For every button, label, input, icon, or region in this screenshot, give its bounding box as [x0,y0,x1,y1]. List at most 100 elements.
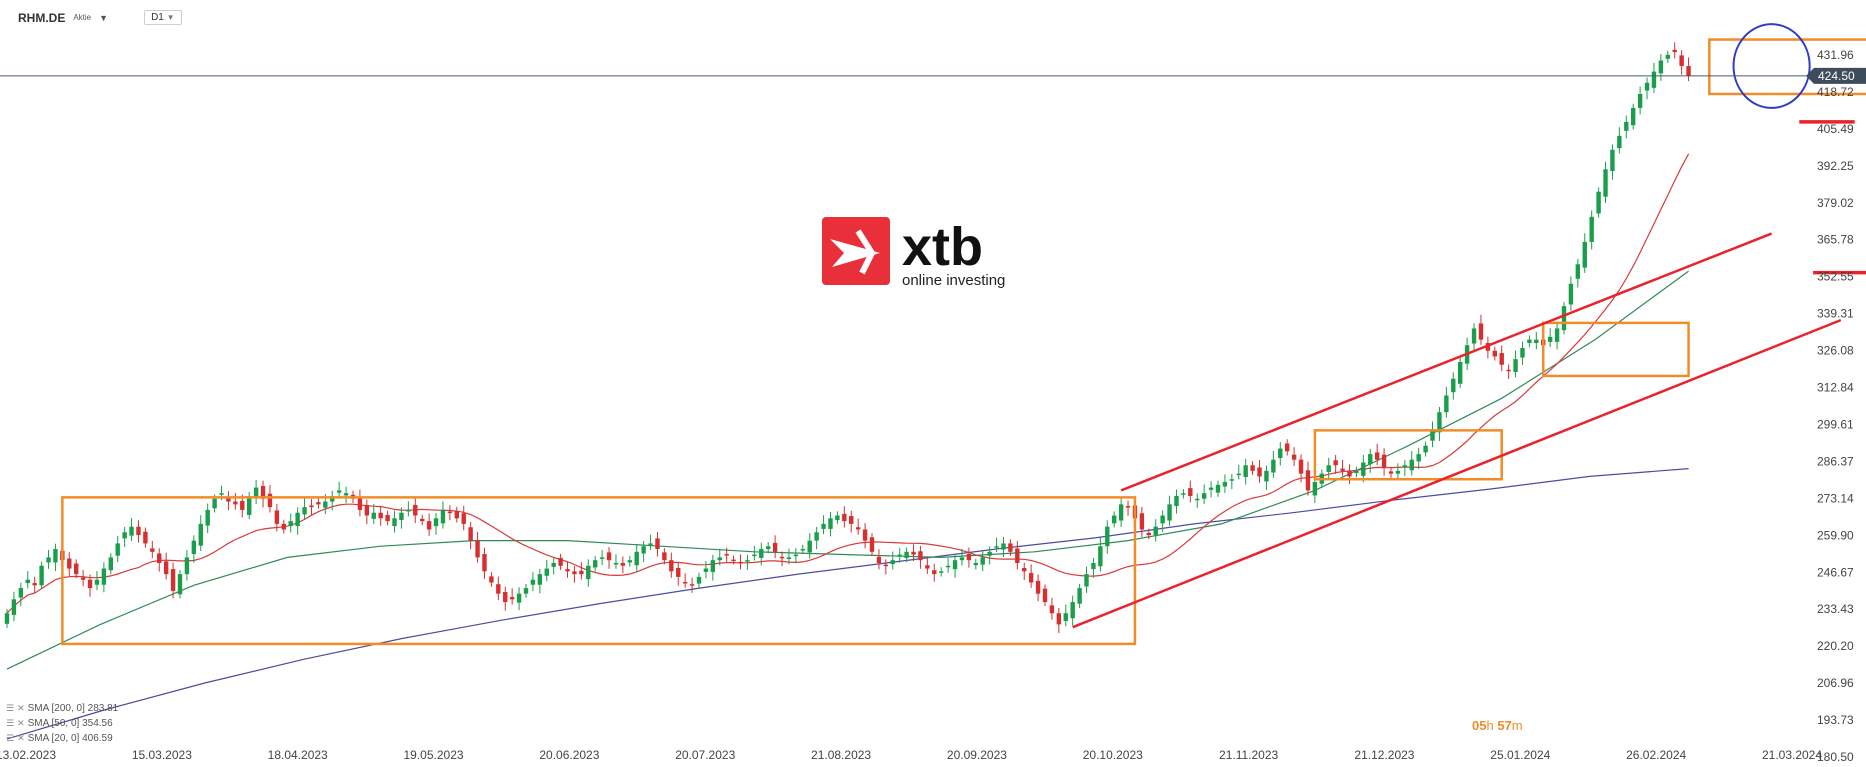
candle-body [835,515,840,520]
candle-body [1534,339,1539,343]
candle-body [1035,580,1041,594]
channel-lower-line [1072,318,1842,629]
candle-body [1278,448,1283,459]
price-tick-label: 405.49 [1817,122,1854,136]
highlight-circle [1732,23,1811,109]
candle-body [1561,306,1567,331]
price-tick-label: 273.14 [1817,491,1854,505]
sma50-line [6,270,1689,670]
candle-body [468,527,473,541]
date-tick-label: 20.09.2023 [947,748,1007,762]
candle-body [1326,465,1331,472]
candle-body [1520,348,1525,358]
price-tick-label: 259.90 [1817,528,1854,542]
candle-body [1118,504,1124,521]
candle-body [157,553,162,563]
date-tick-label: 15.03.2023 [132,748,192,762]
candle-body [1637,93,1643,108]
candle-body [1298,459,1304,474]
candle-body [1008,543,1013,552]
candle-body [295,512,300,527]
candle-body [703,568,709,572]
candle-body [475,540,480,558]
date-tick-label: 25.01.2024 [1490,748,1550,762]
candle-body [883,564,889,567]
candle-body [1554,328,1560,342]
candle-body [1153,526,1158,536]
candle-body [918,551,923,561]
candle-body [219,493,224,495]
candle-body [689,584,695,586]
price-tick-label: 286.37 [1817,454,1854,468]
candle-body [1423,445,1428,453]
candle-body [247,495,252,515]
candle-body [503,592,508,603]
channel-upper-line [1120,232,1773,492]
candle-body [1112,515,1117,524]
candle-body [1686,66,1691,76]
candle-body [558,557,563,566]
price-tick-label: 326.08 [1817,344,1854,358]
timer-hours: 05 [1472,718,1487,733]
candle-body [1174,495,1179,507]
candle-body [482,554,487,572]
legend-sma50-label: SMA [50, 0] 354.56 [27,718,113,729]
close-icon[interactable]: ✕ [17,733,25,743]
candle-body [1679,55,1684,67]
timeframe-select[interactable]: D1 ▼ [144,10,182,25]
legend-sma50[interactable]: ☰ ✕ SMA [50, 0] 354.56 [6,718,113,729]
candle-body [420,518,425,522]
candle-body [336,490,342,493]
date-tick-label: 21.08.2023 [811,748,871,762]
candle-body [426,521,432,530]
candle-body [745,560,750,562]
candle-body [696,576,702,584]
candle-body [316,502,321,505]
candle-body [1409,459,1414,471]
candle-body [1146,532,1151,536]
candle-body [973,562,978,566]
candle-body [911,551,916,555]
symbol-label[interactable]: RHM.DE [18,10,66,25]
candle-body [724,554,729,556]
candle-body [53,549,58,563]
chevron-down-icon[interactable]: ▼ [99,12,109,23]
candle-body [890,560,895,565]
candle-body [1354,470,1359,474]
candle-body [1167,504,1172,521]
settings-icon[interactable]: ☰ [6,718,15,728]
candle-body [738,561,743,564]
candle-body [800,549,805,551]
candle-body [966,554,972,561]
candle-body [330,495,335,502]
price-tick-label: 339.31 [1817,307,1854,321]
candle-body [253,487,259,498]
candle-body [793,554,799,557]
current-price-tag [1806,67,1866,84]
candle-body [1568,283,1574,305]
candle-body [1492,350,1497,357]
candle-body [1513,359,1518,373]
candle-body [378,512,383,519]
candle-body [509,597,515,600]
date-tick-label: 20.06.2023 [539,748,599,762]
settings-icon[interactable]: ☰ [6,703,15,713]
legend-sma20[interactable]: ☰ ✕ SMA [20, 0] 406.59 [6,733,113,744]
candle-body [1361,462,1366,476]
candle-body [1458,361,1463,384]
legend-sma200-label: SMA [200, 0] 283.81 [27,703,119,714]
candle-body [1250,465,1255,471]
date-tick-label: 13.02.2023 [0,748,56,762]
settings-icon[interactable]: ☰ [6,733,15,743]
legend-sma200[interactable]: ☰ ✕ SMA [200, 0] 283.81 [6,703,118,714]
price-tick-label: 431.96 [1817,48,1854,62]
close-icon[interactable]: ✕ [17,718,25,728]
close-icon[interactable]: ✕ [17,703,25,713]
candle-body [433,518,439,527]
candle-body [842,513,847,522]
candle-body [447,511,453,514]
price-tick-label: 352.55 [1817,270,1854,284]
candle-body [717,557,722,561]
